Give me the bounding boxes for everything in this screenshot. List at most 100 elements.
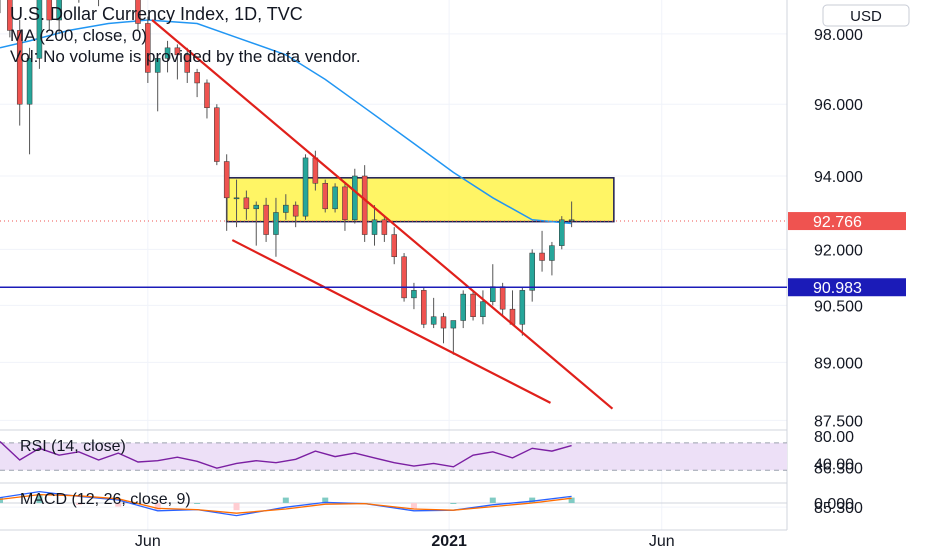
price-tick-label-6: 89.000	[814, 355, 863, 372]
price-tick-label-7: 87.500	[814, 413, 863, 430]
currency-button-frame[interactable]	[822, 4, 910, 27]
ma200-series	[0, 19, 572, 225]
candle-body-27	[263, 204, 269, 235]
candle-body-43	[421, 290, 427, 325]
candle-body-6	[56, 0, 62, 21]
candle-body-23	[223, 161, 230, 199]
macd-hist-6	[233, 503, 240, 511]
candle-body-40	[391, 234, 397, 258]
price-tick-label-8: 86.300	[814, 460, 863, 477]
candles	[0, 0, 575, 355]
candle-body-19	[184, 54, 191, 73]
macd-hist-13	[529, 497, 536, 503]
current-price-tag: 92.766	[788, 212, 906, 231]
volume-legend: Vol: No volume is provided by the data v…	[10, 47, 361, 66]
candle-body-31	[302, 157, 309, 217]
rsi-tick-label-1: 40.00	[814, 456, 854, 473]
chart-title: U.S. Dollar Currency Index, 1D, TVC	[10, 4, 303, 24]
price-tick-label-9: 85.300	[814, 500, 863, 517]
horizontal-line-tag: 90.983	[788, 278, 906, 297]
candle-body-18	[174, 47, 181, 56]
candle-body-48	[470, 293, 476, 317]
price-lines	[0, 220, 787, 289]
candle-body-17	[164, 47, 171, 59]
candle-body-45	[440, 316, 447, 329]
currency-button-label[interactable]: USD	[850, 8, 882, 25]
candle-body-46	[450, 320, 457, 329]
macd-hist-11	[450, 503, 457, 504]
candle-body-36	[352, 175, 358, 221]
signal-series	[0, 493, 572, 514]
macd-hist-2	[75, 503, 82, 505]
candle-body-25	[243, 197, 250, 210]
macd-legend: MACD (12, 26, close, 9)	[20, 491, 191, 508]
trendline-0[interactable]	[151, 19, 614, 410]
time-tick-label-2: Jun	[649, 533, 675, 550]
candle-body-42	[411, 290, 417, 299]
candle-body-41	[401, 256, 407, 299]
macd-hist-7	[282, 497, 289, 503]
candle-body-35	[342, 186, 348, 221]
candle-body-38	[371, 219, 378, 235]
trendlines[interactable]	[151, 19, 614, 410]
candle-body-49	[480, 301, 486, 317]
macd-hist-3	[115, 503, 122, 507]
price-tick-label-4: 92.000	[814, 242, 863, 259]
macd-series	[0, 490, 572, 517]
candle-body-5	[46, 0, 53, 21]
candle-body-26	[253, 204, 259, 210]
candle-body-51	[499, 286, 506, 310]
candle-body-21	[204, 82, 210, 109]
rsi-pane	[0, 440, 787, 471]
candle-body-16	[154, 58, 161, 73]
macd-hist-0	[0, 497, 3, 503]
currency-button[interactable]: USD	[822, 4, 910, 27]
resistance-zone[interactable]	[225, 177, 615, 223]
candle-body-50	[490, 286, 496, 302]
price-tick-label-2: 96.000	[814, 97, 863, 114]
macd-hist-5	[194, 503, 201, 504]
candle-body-58	[568, 219, 575, 222]
macd-hist-10	[410, 503, 417, 509]
candle-body-44	[430, 316, 437, 325]
price-tick-label-5: 90.500	[814, 298, 863, 315]
candle-body-15	[145, 23, 151, 73]
macd-tick-label-0: 0.000	[814, 496, 854, 513]
candle-body-1	[7, 0, 13, 31]
candle-body-57	[559, 219, 565, 246]
horizontal-line-tag-bg	[788, 278, 906, 297]
trendline-1[interactable]	[231, 239, 552, 404]
ma-legend: MA (200, close, 0)	[10, 26, 147, 45]
price-tick-label-1: 98.000	[814, 27, 863, 44]
macd-pane	[0, 490, 787, 517]
time-axis: Jun 2021 Jun	[0, 529, 787, 550]
candle-body-55	[539, 252, 545, 261]
macd-hist-8	[322, 497, 329, 503]
rsi-series	[0, 440, 572, 469]
rsi-band	[0, 442, 787, 471]
candle-body-32	[312, 157, 319, 184]
candle-body-22	[214, 107, 220, 162]
candle-body-34	[332, 186, 338, 210]
candle-body-33	[322, 183, 328, 210]
price-axis: 100.00098.00096.00094.00092.00090.50089.…	[788, 27, 906, 517]
candle-body-29	[283, 204, 289, 213]
candle-body-3	[26, 58, 33, 105]
candle-body-24	[233, 197, 240, 200]
time-tick-label-0: Jun	[135, 533, 161, 550]
horizontal-line-tag-label: 90.983	[813, 280, 862, 297]
ma200-line	[0, 19, 572, 225]
time-tick-label-1: 2021	[431, 533, 467, 550]
current-price-tag-label: 92.766	[813, 214, 862, 231]
candle-body-30	[292, 204, 299, 217]
price-tick-label-3: 94.000	[814, 169, 863, 186]
candle-body-2	[16, 30, 23, 105]
macd-hist-1	[36, 494, 43, 503]
macd-hist-12	[489, 497, 496, 503]
macd-hist-14	[568, 497, 575, 503]
resistance-zone-box[interactable]	[225, 177, 615, 223]
candle-body-28	[273, 212, 279, 235]
candle-body-4	[36, 0, 43, 59]
candle-body-56	[549, 245, 555, 261]
